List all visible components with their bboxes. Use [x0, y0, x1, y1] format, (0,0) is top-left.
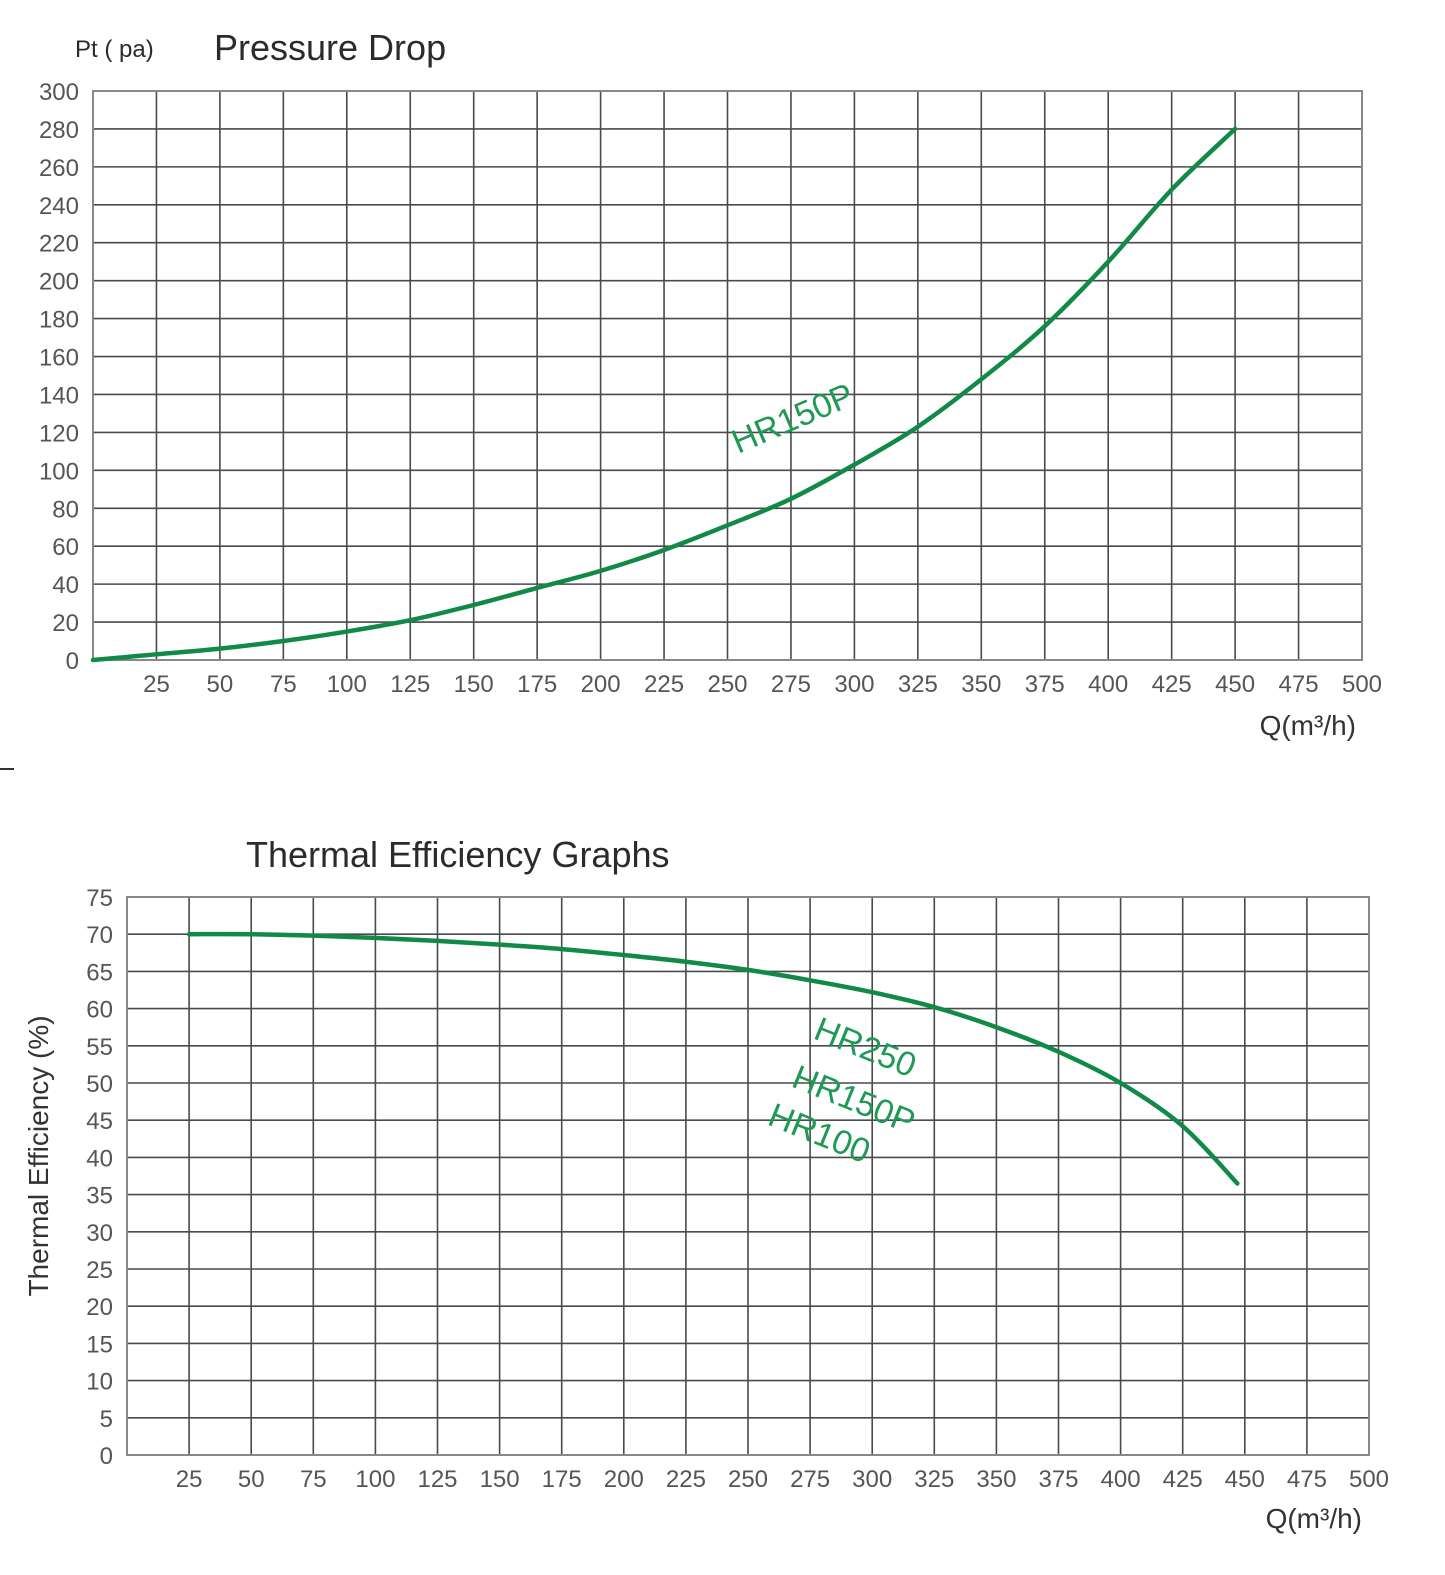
x-tick-label: 175	[542, 1466, 582, 1493]
x-tick-label: 125	[417, 1466, 457, 1493]
x-tick-label: 400	[1088, 671, 1128, 698]
y-tick-label: 160	[39, 345, 79, 372]
y-tick-label: 80	[52, 496, 79, 523]
y-tick-label: 280	[39, 117, 79, 144]
x-tick-label: 300	[852, 1466, 892, 1493]
x-tick-label: 475	[1279, 671, 1319, 698]
x-tick-label: 225	[666, 1466, 706, 1493]
grid	[126, 896, 1370, 1456]
x-axis-ticks: 25 50 75 100 125 150 175 200 225 250 275 300 325 350 3…	[143, 671, 1382, 698]
x-tick-label: 300	[834, 671, 874, 698]
y-tick-label: 70	[86, 922, 113, 949]
x-tick-label: 250	[728, 1466, 768, 1493]
y-tick-label: 50	[86, 1071, 113, 1098]
series-label-hr150p: HR150P	[726, 376, 859, 461]
y-tick-label: 20	[52, 610, 79, 637]
y-tick-label: 100	[39, 458, 79, 485]
y-tick-label: 260	[39, 155, 79, 182]
x-tick-label: 50	[238, 1466, 265, 1493]
x-tick-label: 425	[1152, 671, 1192, 698]
y-tick-label: 45	[86, 1108, 113, 1135]
y-tick-label: 0	[100, 1443, 113, 1470]
x-axis-label: Q(m³/h)	[1260, 710, 1356, 741]
x-tick-label: 200	[604, 1466, 644, 1493]
x-tick-label: 200	[581, 671, 621, 698]
x-tick-label: 375	[1025, 671, 1065, 698]
x-tick-label: 75	[270, 671, 297, 698]
y-tick-label: 60	[52, 534, 79, 561]
x-tick-label: 450	[1225, 1466, 1265, 1493]
y-tick-label: 65	[86, 959, 113, 986]
y-tick-label: 40	[86, 1145, 113, 1172]
separator-dash	[0, 768, 14, 770]
x-tick-label: 175	[517, 671, 557, 698]
x-tick-label: 500	[1349, 1466, 1389, 1493]
y-axis-unit-label: Pt ( pa)	[75, 36, 154, 63]
x-tick-label: 100	[327, 671, 367, 698]
series-line-hr150p	[90, 126, 1238, 663]
x-tick-label: 450	[1215, 671, 1255, 698]
y-tick-label: 120	[39, 420, 79, 447]
x-tick-label: 325	[898, 671, 938, 698]
y-axis-ticks: 0 5 10 15 20 25 30 35 40 45 50 55 60 65 70 75	[86, 885, 113, 1470]
x-tick-label: 275	[790, 1466, 830, 1493]
chart-title: Thermal Efficiency Graphs	[246, 834, 670, 875]
x-tick-label: 75	[300, 1466, 327, 1493]
y-tick-label: 25	[86, 1257, 113, 1284]
y-tick-label: 40	[52, 572, 79, 599]
x-axis-ticks: 25 50 75 100 125 150 175 200 225 250 275 300 325 350 3…	[176, 1466, 1389, 1493]
x-tick-label: 325	[914, 1466, 954, 1493]
x-tick-label: 125	[390, 671, 430, 698]
plot-frame	[92, 90, 1363, 661]
y-tick-label: 30	[86, 1220, 113, 1247]
x-tick-label: 425	[1163, 1466, 1203, 1493]
x-tick-label: 350	[961, 671, 1001, 698]
chart-title: Pressure Drop	[214, 27, 446, 68]
y-tick-label: 35	[86, 1183, 113, 1210]
y-tick-label: 240	[39, 193, 79, 220]
x-tick-label: 375	[1038, 1466, 1078, 1493]
series-line-thermal	[186, 931, 1240, 1186]
x-tick-label: 150	[480, 1466, 520, 1493]
y-tick-label: 140	[39, 382, 79, 409]
plot-frame	[126, 896, 1370, 1456]
grid	[92, 90, 1363, 661]
x-tick-label: 150	[454, 671, 494, 698]
pressure-drop-chart: Pt ( pa) Pressure Drop 0 20 40 60 80 100 120 14…	[0, 0, 1445, 760]
x-tick-label: 225	[644, 671, 684, 698]
x-tick-label: 50	[207, 671, 234, 698]
y-tick-label: 0	[66, 648, 79, 675]
pressure-drop-plot: Pt ( pa) Pressure Drop 0 20 40 60 80 100 120 14…	[39, 27, 1382, 741]
y-tick-label: 15	[86, 1331, 113, 1358]
y-tick-label: 220	[39, 231, 79, 258]
y-tick-label: 200	[39, 269, 79, 296]
y-tick-label: 20	[86, 1294, 113, 1321]
x-tick-label: 500	[1342, 671, 1382, 698]
x-tick-label: 25	[176, 1466, 203, 1493]
x-tick-label: 275	[771, 671, 811, 698]
x-tick-label: 350	[976, 1466, 1016, 1493]
y-axis-ticks: 0 20 40 60 80 100 120 140 160 180 200 220 240 260 280 3…	[39, 79, 79, 675]
x-tick-label: 25	[143, 671, 170, 698]
thermal-efficiency-chart: Thermal Efficiency Graphs Thermal Effici…	[0, 790, 1445, 1575]
y-tick-label: 10	[86, 1369, 113, 1396]
y-tick-label: 75	[86, 885, 113, 912]
x-tick-label: 100	[355, 1466, 395, 1493]
y-tick-label: 300	[39, 79, 79, 106]
y-tick-label: 180	[39, 307, 79, 334]
y-tick-label: 5	[100, 1406, 113, 1433]
thermal-efficiency-plot: Thermal Efficiency Graphs Thermal Effici…	[23, 834, 1389, 1534]
y-axis-label: Thermal Efficiency (%)	[23, 1015, 54, 1296]
x-tick-label: 400	[1101, 1466, 1141, 1493]
x-tick-label: 250	[707, 671, 747, 698]
y-tick-label: 55	[86, 1034, 113, 1061]
x-axis-label: Q(m³/h)	[1266, 1503, 1362, 1534]
x-tick-label: 475	[1287, 1466, 1327, 1493]
y-tick-label: 60	[86, 997, 113, 1024]
